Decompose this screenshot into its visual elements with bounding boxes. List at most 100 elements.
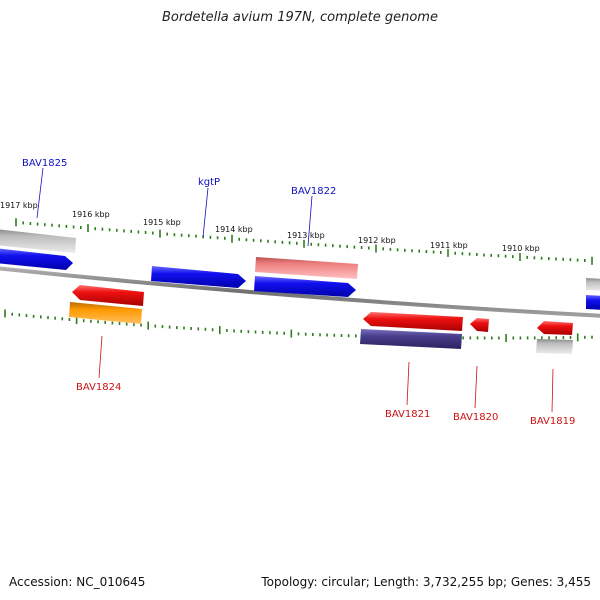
minor-tick (58, 224, 60, 228)
minor-tick (90, 319, 92, 323)
genome-backbone (0, 266, 600, 318)
minor-tick (276, 331, 278, 335)
minor-tick (125, 322, 128, 326)
leader-line (551, 368, 554, 413)
minor-tick (211, 328, 214, 332)
minor-tick (533, 256, 536, 260)
scale-label: 1913 kbp (287, 231, 325, 240)
major-tick (576, 333, 579, 342)
minor-tick (130, 229, 132, 233)
leader-line (307, 195, 313, 247)
minor-tick (82, 319, 85, 323)
genome-summary: Topology: circular; Length: 3,732,255 bp… (261, 575, 591, 589)
minor-tick (461, 252, 464, 256)
minor-tick (254, 330, 257, 334)
minor-tick (108, 228, 111, 232)
minor-tick (476, 336, 479, 340)
gene-BAV1822 (255, 257, 358, 279)
minor-tick (312, 333, 314, 336)
minor-tick (332, 244, 334, 248)
minor-tick (389, 247, 392, 251)
gene-kgtP (151, 266, 246, 288)
minor-tick (233, 329, 235, 333)
minor-tick (347, 334, 350, 338)
minor-tick (11, 312, 13, 316)
minor-tick (512, 336, 515, 340)
minor-tick (324, 243, 327, 247)
gene-purple-mid (360, 329, 462, 349)
gene-BAV1821 (363, 312, 463, 331)
leader-line (406, 361, 410, 406)
minor-tick (562, 336, 565, 340)
minor-tick (195, 234, 197, 238)
accession-label: Accession: NC_010645 (9, 575, 146, 589)
minor-tick (396, 248, 399, 252)
minor-tick (569, 258, 572, 262)
gene-label-BAV1822: BAV1822 (291, 186, 336, 197)
forward-gene-labels: BAV1825 kgtP BAV1822 (22, 158, 336, 247)
gene-BAV1820 (470, 318, 489, 332)
major-tick (159, 229, 161, 238)
minor-tick (47, 316, 49, 320)
minor-tick (101, 227, 104, 231)
major-tick (15, 218, 17, 227)
minor-tick (252, 238, 255, 242)
minor-tick (476, 253, 478, 256)
major-tick (505, 334, 507, 342)
minor-tick (68, 318, 71, 321)
minor-tick (569, 336, 572, 339)
minor-tick (498, 336, 500, 340)
minor-tick (432, 250, 435, 254)
minor-tick (161, 325, 164, 329)
gene-gray-right-lower (536, 339, 573, 354)
minor-tick (80, 226, 82, 229)
scale-label: 1911 kbp (430, 241, 468, 250)
minor-tick (540, 256, 543, 260)
minor-tick (576, 258, 579, 262)
minor-tick (97, 320, 99, 324)
minor-tick (176, 326, 178, 330)
gene-label-BAV1819: BAV1819 (530, 416, 575, 427)
major-tick (75, 316, 78, 325)
minor-tick (44, 223, 46, 227)
minor-tick (18, 313, 21, 317)
major-tick (447, 248, 449, 257)
forward-strand-genes (0, 229, 600, 310)
minor-tick (29, 222, 32, 225)
minor-tick (238, 237, 240, 241)
minor-tick (418, 249, 420, 253)
minor-tick (512, 255, 514, 259)
minor-tick (104, 320, 106, 324)
minor-tick (584, 335, 586, 339)
minor-tick (226, 329, 228, 332)
gene-label-BAV1820: BAV1820 (453, 412, 498, 423)
minor-tick (245, 238, 248, 242)
minor-tick (216, 236, 219, 240)
minor-tick (166, 232, 168, 236)
minor-tick (61, 317, 64, 321)
minor-tick (591, 335, 593, 339)
minor-tick (168, 325, 171, 329)
minor-tick (319, 333, 321, 337)
minor-tick (462, 336, 464, 340)
minor-tick (425, 250, 428, 254)
leader-line (202, 187, 209, 238)
minor-tick (404, 248, 406, 252)
minor-tick (519, 336, 522, 340)
outer-tick-ring (15, 218, 593, 265)
minor-tick (440, 250, 442, 254)
minor-tick (483, 253, 485, 257)
reverse-gene-labels: BAV1824 BAV1821 BAV1820 BAV1819 (76, 335, 575, 427)
reverse-strand-genes (69, 285, 573, 354)
minor-tick (274, 240, 276, 244)
minor-tick (317, 243, 320, 247)
minor-tick (333, 333, 336, 337)
minor-tick (116, 228, 118, 232)
minor-tick (526, 255, 528, 259)
major-tick (375, 244, 377, 253)
minor-tick (491, 336, 493, 340)
minor-tick (454, 251, 456, 255)
minor-tick (22, 221, 24, 225)
scale-label: 1910 kbp (502, 244, 540, 253)
